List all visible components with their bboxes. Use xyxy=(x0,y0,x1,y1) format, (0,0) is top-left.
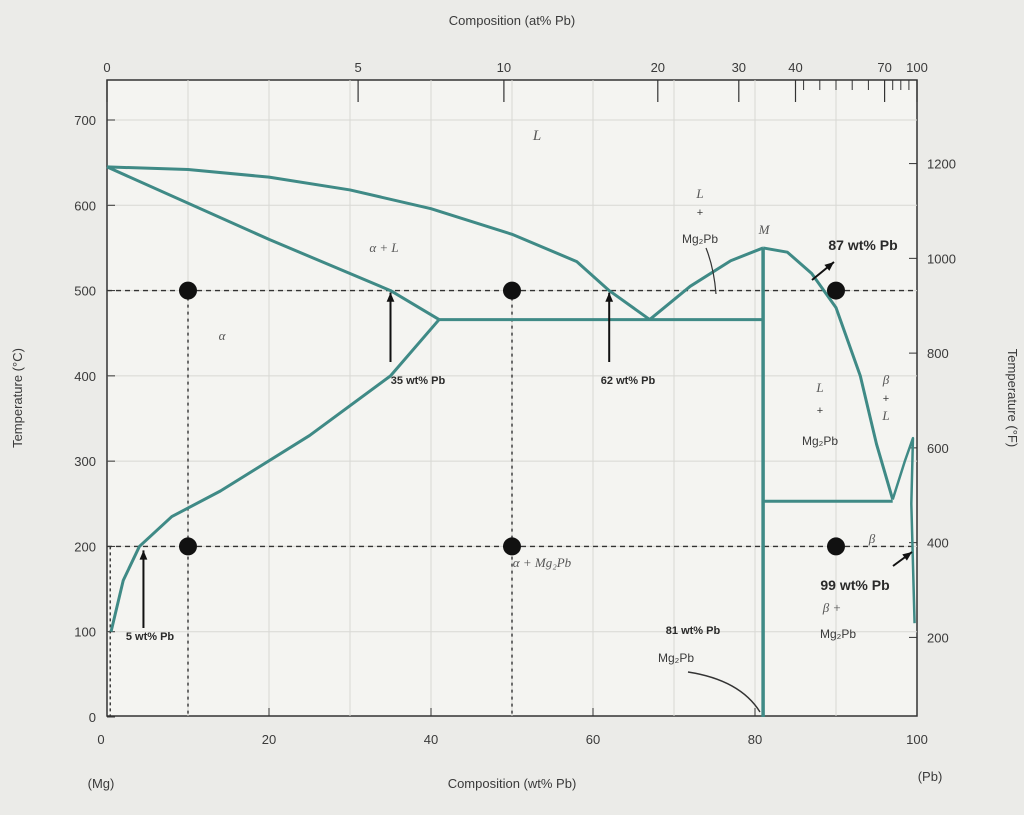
state-point xyxy=(503,281,521,300)
y-tick-label: 500 xyxy=(74,284,96,299)
phase-label-alpha-plus-liquid: α + L xyxy=(369,240,398,255)
right-axis-label: Temperature (°F) xyxy=(1005,349,1020,447)
right-tick-label: 1000 xyxy=(927,251,956,266)
bottom-axis-label: Composition (wt% Pb) xyxy=(448,776,577,791)
y-tick-label: 100 xyxy=(74,625,96,640)
leader-mg2pb xyxy=(687,671,761,713)
phase-label-alpha-mg2pb: α + Mg₂Pb xyxy=(513,555,572,570)
leader-l-mg2pb xyxy=(705,247,717,295)
x-tick-label: 0 xyxy=(97,732,104,747)
right-end-label: (Pb) xyxy=(918,769,943,784)
annotation-99-wt-pb: 99 wt% Pb xyxy=(820,577,889,593)
phase-label-l-mg2pb-top-3: Mg₂Pb xyxy=(682,232,718,246)
phase-label-l-mg2pb-right-1: L xyxy=(815,380,823,395)
phase-label-alpha: α xyxy=(219,328,227,343)
right-tick-label: 400 xyxy=(927,536,949,551)
phase-label-beta-l-1: β xyxy=(882,372,890,387)
arrow-5-head xyxy=(139,550,148,560)
liquidus-mg2pb-left xyxy=(648,246,764,321)
phase-label-beta-mg2pb-2: Mg₂Pb xyxy=(820,627,856,641)
top-tick-label: 30 xyxy=(732,60,746,75)
annotation-87-wt-pb: 87 wt% Pb xyxy=(828,237,897,253)
phase-label-mg2pb: Mg₂Pb xyxy=(658,651,694,665)
top-tick-label: 100 xyxy=(906,60,928,75)
right-tick-label: 1200 xyxy=(927,157,956,172)
phase-label-beta-l-3: L xyxy=(881,408,889,423)
right-tick-label: 800 xyxy=(927,346,949,361)
left-axis-label: Temperature (°C) xyxy=(10,348,25,448)
phase-label-l-mg2pb-right-2: + xyxy=(817,405,823,417)
top-tick-label: 5 xyxy=(354,60,361,75)
arrow-62-head xyxy=(605,292,614,302)
arrows xyxy=(139,247,913,713)
x-tick-label: 20 xyxy=(262,732,276,747)
top-tick-label: 20 xyxy=(651,60,665,75)
top-axis-label: Composition (at% Pb) xyxy=(449,13,575,28)
right-axis-ticks: 200 400 600 800 1000 1200 xyxy=(909,157,956,645)
alpha-solidus xyxy=(106,165,440,321)
x-tick-label: 60 xyxy=(586,732,600,747)
state-point xyxy=(179,537,197,556)
bottom-axis-ticks: 0 20 40 60 80 100 xyxy=(97,708,928,747)
top-tick-label: 10 xyxy=(497,60,511,75)
annotation-35-wt-pb: 35 wt% Pb xyxy=(391,375,446,387)
right-tick-label: 600 xyxy=(927,441,949,456)
top-axis-ticks: 0 5 10 20 30 40 70 100 xyxy=(103,60,928,102)
top-tick-label: 0 xyxy=(103,60,110,75)
x-tick-label: 100 xyxy=(906,732,928,747)
x-tick-label: 40 xyxy=(424,732,438,747)
phase-label-m-point: M xyxy=(758,222,771,237)
y-tick-label: 600 xyxy=(74,198,96,213)
right-tick-label: 200 xyxy=(927,630,949,645)
state-point xyxy=(503,537,521,556)
arrow-35-head xyxy=(386,292,395,302)
phase-boundaries xyxy=(106,165,916,717)
y-tick-label: 300 xyxy=(74,454,96,469)
y-tick-label: 400 xyxy=(74,369,96,384)
y-tick-label: 0 xyxy=(89,710,96,725)
phase-label-beta-mg2pb-1: β + xyxy=(822,600,842,615)
y-tick-label: 200 xyxy=(74,539,96,554)
x-tick-label: 80 xyxy=(748,732,762,747)
state-point xyxy=(827,281,845,300)
annotation-5-wt-pb: 5 wt% Pb xyxy=(126,631,175,643)
y-tick-label: 700 xyxy=(74,113,96,128)
left-end-label: (Mg) xyxy=(88,776,115,791)
liquidus-mg2pb-right xyxy=(762,246,895,500)
state-point xyxy=(179,281,197,300)
state-points xyxy=(179,281,845,556)
top-tick-label: 70 xyxy=(877,60,891,75)
arrow-87-head xyxy=(824,262,834,271)
liquidus-left xyxy=(106,165,651,321)
annotation-81-wt-pb: 81 wt% Pb xyxy=(666,625,721,637)
left-axis-ticks: 0 100 200 300 400 500 600 700 xyxy=(74,113,115,725)
arrow-99-head xyxy=(902,552,912,561)
phase-label-l-mg2pb-right-3: Mg₂Pb xyxy=(802,434,838,448)
phase-label-beta: β xyxy=(868,531,876,546)
beta-region-boundary xyxy=(891,436,916,624)
annotation-62-wt-pb: 62 wt% Pb xyxy=(601,375,656,387)
phase-label-liquid: L xyxy=(532,128,541,144)
alpha-solvus xyxy=(109,318,441,633)
phase-label-l-mg2pb-top-2: + xyxy=(697,207,703,219)
phase-label-beta-l-2: + xyxy=(883,393,889,405)
top-tick-label: 40 xyxy=(788,60,802,75)
state-point xyxy=(827,537,845,556)
phase-label-l-mg2pb-top-1: L xyxy=(695,186,703,201)
